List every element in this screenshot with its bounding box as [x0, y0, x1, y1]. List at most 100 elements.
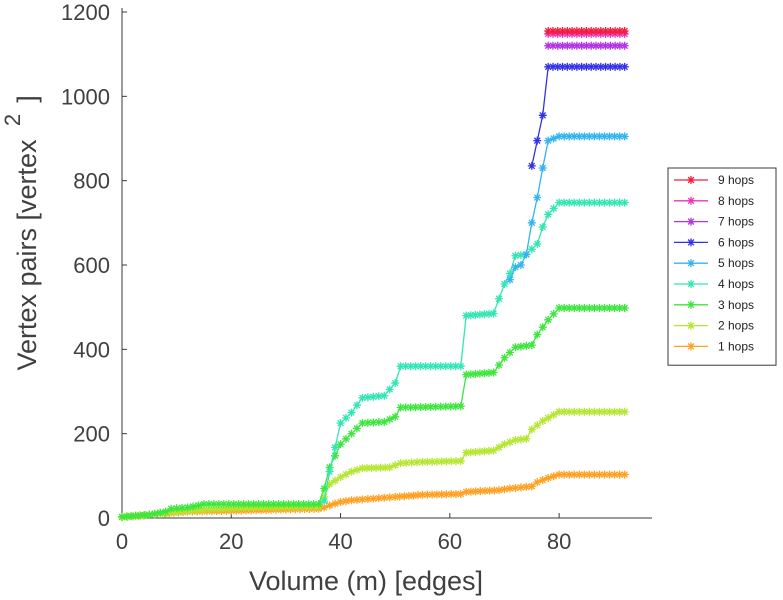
data-point: [580, 407, 589, 416]
legend-swatch-marker: [687, 259, 695, 268]
data-point: [309, 500, 318, 509]
data-point: [347, 496, 356, 505]
data-point: [480, 486, 489, 495]
data-point: [462, 370, 471, 379]
data-point: [336, 419, 345, 428]
data-point: [570, 407, 579, 416]
data-point: [533, 239, 542, 248]
data-point: [385, 493, 394, 502]
data-point: [615, 26, 624, 35]
data-point: [300, 505, 309, 514]
data-point: [234, 504, 243, 513]
data-point: [229, 500, 238, 509]
data-point: [428, 457, 437, 466]
data-point: [219, 504, 228, 513]
data-point: [495, 361, 504, 370]
data-point: [533, 478, 542, 487]
data-point: [462, 487, 471, 496]
y-axis-title: Vertex pairs [vertex 2 ]: [0, 95, 42, 370]
data-point: [587, 62, 596, 71]
data-point: [605, 132, 614, 141]
data-point: [199, 500, 208, 509]
data-point: [391, 412, 400, 421]
data-point: [325, 463, 334, 472]
data-point: [595, 470, 604, 479]
data-point: [244, 500, 253, 509]
data-point: [577, 26, 586, 35]
legend-label: 4 hops: [718, 277, 754, 291]
data-point: [563, 41, 572, 50]
data-point: [522, 341, 531, 350]
data-point: [447, 490, 456, 499]
data-point: [269, 500, 278, 509]
legend-swatch-marker: [687, 321, 695, 330]
data-point: [555, 132, 564, 141]
data-point: [294, 500, 303, 509]
data-point: [538, 223, 547, 232]
data-point: [560, 304, 569, 313]
data-point: [585, 304, 594, 313]
data-point: [214, 500, 223, 509]
data-point: [527, 482, 536, 491]
data-point: [533, 136, 542, 145]
data-point: [249, 500, 258, 509]
data-point: [601, 26, 610, 35]
data-point: [442, 490, 451, 499]
series-line: [121, 307, 625, 518]
data-point: [553, 62, 562, 71]
data-point: [538, 111, 547, 120]
data-point: [195, 505, 204, 514]
data-point: [331, 476, 340, 485]
data-point: [553, 41, 562, 50]
data-point: [431, 402, 440, 411]
data-point: [610, 132, 619, 141]
data-point: [436, 362, 445, 371]
data-point: [522, 482, 531, 491]
data-point: [505, 269, 514, 278]
data-point: [178, 503, 187, 512]
data-point: [484, 368, 493, 377]
series-markers: [527, 62, 629, 170]
data-point: [447, 457, 456, 466]
data-point: [358, 419, 367, 428]
data-point: [385, 415, 394, 424]
data-point: [174, 508, 183, 517]
y-axis-title-superscript: 2: [0, 114, 25, 126]
legend-label: 1 hops: [718, 339, 754, 353]
data-point: [480, 447, 489, 456]
data-point: [407, 458, 416, 467]
data-point: [254, 500, 263, 509]
data-point: [336, 497, 345, 506]
data-point: [565, 407, 574, 416]
data-point: [204, 505, 213, 514]
data-point: [352, 495, 361, 504]
data-point: [367, 463, 376, 472]
data-point: [423, 490, 432, 499]
data-point: [563, 26, 572, 35]
data-point: [591, 26, 600, 35]
legend-label: 6 hops: [718, 235, 754, 249]
data-point: [451, 362, 460, 371]
data-point: [544, 315, 553, 324]
data-point: [183, 507, 192, 516]
data-point: [565, 132, 574, 141]
data-point: [601, 41, 610, 50]
y-tick-label: 0: [98, 506, 110, 531]
data-point: [347, 467, 356, 476]
data-point: [426, 362, 435, 371]
data-point: [538, 323, 547, 332]
data-point: [590, 407, 599, 416]
series-7: [544, 41, 629, 50]
data-point: [572, 41, 581, 50]
data-point: [451, 490, 460, 499]
data-point: [456, 457, 465, 466]
data-point: [342, 434, 351, 443]
data-point: [527, 218, 536, 227]
series-layer: [118, 26, 629, 522]
data-point: [489, 446, 498, 455]
data-point: [615, 304, 624, 313]
data-point: [396, 403, 405, 412]
data-point: [596, 62, 605, 71]
series-markers: [544, 41, 629, 50]
data-point: [190, 506, 199, 515]
